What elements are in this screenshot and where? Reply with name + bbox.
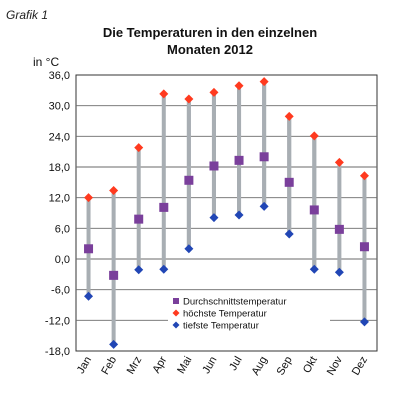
x-tick-label: Jul [227, 355, 244, 373]
min-point [209, 213, 219, 223]
y-tick-label: -18,0 [45, 346, 70, 358]
avg-point [209, 161, 219, 171]
x-tick-label: Sep [275, 355, 295, 378]
min-point [134, 265, 144, 275]
y-tick-label: -12,0 [45, 315, 70, 327]
avg-point [84, 244, 94, 254]
max-point [359, 171, 369, 181]
max-point [234, 81, 244, 91]
min-point [309, 264, 319, 274]
x-tick-label: Feb [99, 355, 119, 377]
max-point [134, 143, 144, 153]
min-point [84, 291, 94, 301]
min-point [334, 267, 344, 277]
legend-marker [172, 309, 180, 317]
min-point [359, 317, 369, 327]
avg-point [184, 175, 194, 185]
figure-label: Grafik 1 [6, 8, 49, 22]
avg-point [309, 205, 319, 215]
legend-label: höchste Temperatur [183, 309, 267, 320]
max-point [159, 89, 169, 99]
max-point [209, 87, 219, 97]
max-point [284, 111, 294, 121]
avg-point [159, 202, 169, 212]
y-tick-label: 24,0 [49, 131, 70, 143]
x-tick-label: Jan [75, 355, 94, 376]
x-tick-label: Apr [150, 354, 169, 375]
y-tick-label: 0,0 [55, 254, 70, 266]
legend-box [168, 292, 330, 334]
min-point [234, 210, 244, 220]
x-tick-label: Dez [350, 355, 370, 378]
max-point [259, 77, 269, 87]
max-point [84, 193, 94, 203]
y-tick-label: 30,0 [49, 101, 70, 113]
y-tick-label: 18,0 [49, 162, 70, 174]
x-tick-label: Mrz [125, 355, 145, 377]
legend-marker [173, 298, 179, 304]
y-axis-unit-label: in °C [33, 55, 60, 69]
x-tick-label: Aug [250, 355, 270, 378]
legend-label: Durchschnittstemperatur [183, 297, 286, 308]
chart-title-line-1: Die Temperaturen in den einzelnen [102, 25, 318, 40]
min-point [109, 339, 119, 349]
y-tick-label: 36,0 [49, 70, 70, 82]
y-tick-label: 6,0 [55, 223, 70, 235]
min-point [184, 244, 194, 254]
avg-point [359, 242, 369, 252]
y-tick-label: -6,0 [51, 285, 70, 297]
avg-point [134, 214, 144, 224]
y-tick-label: 12,0 [49, 193, 70, 205]
avg-point [234, 155, 244, 165]
min-point [259, 201, 269, 211]
avg-point [284, 177, 294, 187]
legend-label: tiefste Temperatur [183, 321, 259, 332]
chart-title-line-2: Monaten 2012 [167, 42, 253, 57]
x-tick-label: Nov [325, 354, 345, 377]
legend-marker [172, 321, 180, 329]
avg-point [109, 270, 119, 280]
x-tick-label: Jun [200, 355, 219, 376]
avg-point [334, 224, 344, 234]
plot-frame [75, 74, 378, 352]
max-point [334, 157, 344, 167]
x-tick-label: Mai [175, 355, 194, 376]
min-point [284, 229, 294, 239]
max-point [184, 94, 194, 104]
max-point [309, 131, 319, 141]
max-point [109, 186, 119, 196]
x-tick-label: Okt [301, 355, 320, 376]
avg-point [259, 152, 269, 162]
min-point [159, 264, 169, 274]
